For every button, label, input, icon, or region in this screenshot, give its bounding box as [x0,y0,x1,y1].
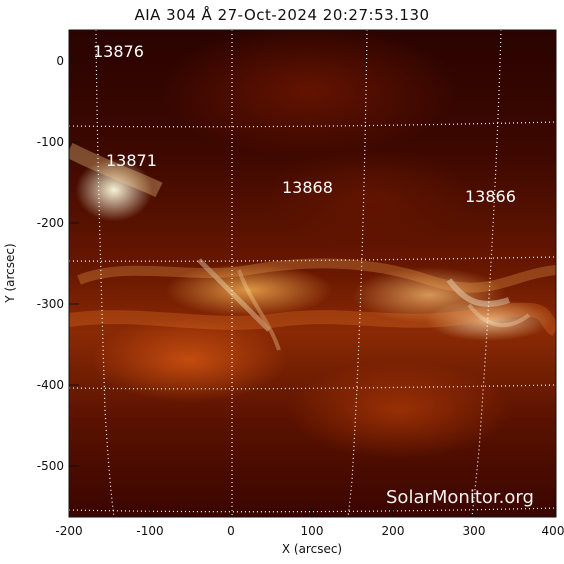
x-tick-label: 0 [227,524,235,538]
x-tick-label: 200 [382,524,405,538]
active-region-label: 13866 [465,187,516,206]
active-region-label: 13871 [106,151,157,170]
solar-image-panel: 13876 13871 13868 13866 SolarMonitor.org [69,30,556,517]
watermark: SolarMonitor.org [386,487,534,508]
y-tick-label: 0 [56,54,64,68]
y-tick-label: -200 [37,216,64,230]
x-tick-label: -100 [136,524,163,538]
x-tick-label: 300 [463,524,486,538]
y-tick-label: -400 [37,378,64,392]
x-axis-ticks [68,507,556,517]
y-tick-label: -500 [37,459,64,473]
x-tick-label: 100 [301,524,324,538]
y-axis-ticks [69,60,79,467]
y-axis-title: Y (arcsec) [3,243,17,303]
x-tick-label: -200 [55,524,82,538]
plot-frame [68,29,557,518]
x-axis-title: X (arcsec) [282,542,342,556]
plasma-texture [69,142,556,351]
x-tick-label: 400 [542,524,564,538]
figure-title: AIA 304 Å 27-Oct-2024 20:27:53.130 [134,6,430,24]
y-tick-label: -300 [37,297,64,311]
active-region-label: 13868 [282,178,333,197]
heliographic-grid [69,30,556,517]
y-tick-label: -100 [37,135,64,149]
active-region-label: 13876 [93,42,144,61]
